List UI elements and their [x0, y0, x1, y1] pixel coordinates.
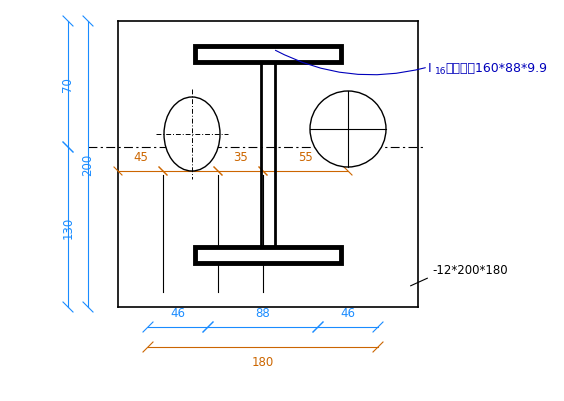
Text: 46: 46	[170, 306, 186, 319]
Text: 46: 46	[341, 306, 355, 319]
Text: 200: 200	[82, 154, 95, 176]
Circle shape	[310, 92, 386, 168]
Text: 工字钒为160*88*9.9: 工字钒为160*88*9.9	[445, 61, 547, 74]
Text: 130: 130	[61, 216, 74, 239]
Text: I: I	[428, 61, 431, 74]
Text: 16: 16	[435, 66, 447, 75]
Text: 45: 45	[133, 151, 148, 164]
Text: 55: 55	[298, 151, 313, 164]
Ellipse shape	[164, 98, 220, 172]
Text: 88: 88	[255, 306, 270, 319]
Text: 35: 35	[233, 151, 248, 164]
Bar	[195, 247, 341, 263]
Text: -12*200*180: -12*200*180	[432, 263, 508, 276]
Text: 45: 45	[183, 151, 198, 164]
Text: 70: 70	[61, 77, 74, 92]
Bar	[195, 47, 341, 63]
Text: 180: 180	[252, 355, 274, 368]
